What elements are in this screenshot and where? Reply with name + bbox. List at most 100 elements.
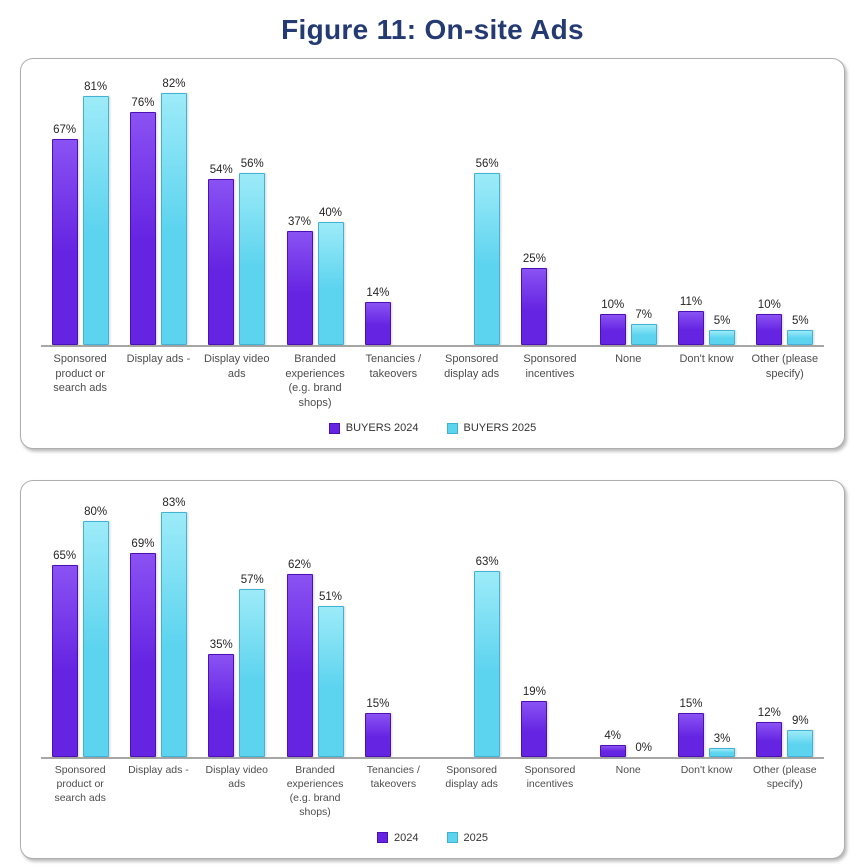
value-label: 82% [162,78,186,90]
category-label: Don't know [680,764,733,777]
value-label: 67% [53,124,77,136]
x-axis-line [41,757,824,760]
value-label: 62% [288,559,312,572]
plot-area: 67% 81% 76% 82% 54% 56% 37% 40% 14% 56% 25% 10% 7% 11… [41,75,824,345]
value-label: 40% [319,207,343,219]
bar-slot: 69% [129,538,156,758]
value-label: 15% [366,698,390,711]
value-label: 56% [475,158,499,170]
bar-slot: 12% [756,707,783,758]
bar-slot: 56% [239,158,266,345]
category-label: Don't know [679,353,734,365]
bar-buyers-2025 [317,222,344,345]
bar-slot: 9% [787,715,814,758]
category-label: Other (please specify) [753,764,817,790]
bar-buyers-2024 [286,231,313,345]
value-label: 4% [604,730,622,743]
value-label: 19% [522,686,546,699]
category-label: Other (please specify) [751,353,819,380]
bar-slot: 56% [474,158,501,345]
value-label: 12% [757,707,781,720]
bar-2024 [208,654,235,758]
bar-buyers-2025 [787,330,814,345]
bar-buyers-2025 [160,93,187,345]
bar-slot: 10% [756,299,783,345]
category-label: Sponsored product or search ads [54,764,106,804]
category-bars: 10% 5% [746,75,824,345]
legend-label: 2025 [463,831,488,844]
value-label: 56% [240,158,264,170]
bar-slot: 15% [678,698,705,758]
category-bars: 12% 9% [746,497,824,758]
bar-slot: 4% [599,730,626,758]
figure-title: Figure 11: On-site Ads [281,14,584,45]
bar-buyers-2025 [474,173,501,345]
bar-buyers-2025 [630,324,657,345]
bar-slot: 82% [160,78,187,345]
plot-area: 65% 80% 69% 83% 35% 57% 62% 51% 15% 63% 19% 4% 0% 15%… [41,497,824,758]
legend-item: 2024 [377,831,419,844]
category-label: Sponsored incentives [523,353,577,380]
bar-2025 [474,571,501,758]
value-label: 10% [757,299,781,311]
value-label: 57% [240,574,264,587]
legend-swatch-buyers-2024 [328,422,340,434]
legend-label: 2024 [394,831,419,844]
x-axis-line [41,345,824,347]
bar-buyers-2024 [521,268,548,345]
category-bars: 76% 82% [119,75,197,345]
value-label: 81% [84,81,108,93]
value-label: 63% [475,556,499,569]
value-label: 80% [84,506,108,519]
category-label: None [615,353,642,365]
category-label: Sponsored product or search ads [53,353,108,395]
value-label: 3% [713,733,731,746]
bar-chart-overall: 65% 80% 69% 83% 35% 57% 62% 51% 15% 63% 19% 4% 0% 15%… [41,497,824,853]
category-label: Branded experiences (e.g. brand shops) [285,353,345,409]
category-label: Display ads - [128,764,189,777]
value-label: 35% [209,639,233,652]
category-bars: 69% 83% [119,497,197,758]
category-label: Display ads - [126,353,191,365]
bar-buyers-2024 [364,302,391,345]
category-labels: Sponsored product or search ads Display a… [41,759,824,819]
bar-2025 [160,512,187,758]
bar-2025 [317,606,344,758]
bar-2024 [756,722,783,758]
category-label: Sponsored incentives [524,764,576,790]
category-label: None [615,764,641,777]
bar-buyers-2024 [599,314,626,345]
category-bars: 35% 57% [198,497,276,758]
legend-swatch-buyers-2025 [446,422,458,434]
bar-slot: 40% [317,207,344,345]
bar-slot: 81% [82,81,109,345]
bar-slot: 76% [129,97,156,345]
category-bars: 67% 81% [41,75,119,345]
bar-buyers-2024 [208,179,235,345]
legend-label: BUYERS 2024 [345,422,419,435]
category-bars: 10% 7% [589,75,667,345]
bar-slot: 3% [709,733,736,758]
bar-slot: 83% [160,497,187,758]
bar-slot: 5% [709,315,736,345]
value-label: 65% [53,550,77,563]
bar-slot: 63% [474,556,501,758]
value-label: 51% [319,591,343,604]
bar-slot: 5% [787,315,814,345]
category-bars: 15% 3% [667,497,745,758]
category-bars: 4% 0% [589,497,667,758]
category-bars: 65% 80% [41,497,119,758]
value-label: 83% [162,497,186,510]
bar-buyers-2025 [239,173,266,345]
bar-slot: 57% [239,574,266,758]
bar-slot: 67% [51,124,78,345]
bar-2024 [521,701,548,758]
category-label: Display video ads [204,353,270,380]
category-bars: 54% 56% [198,75,276,345]
bar-slot: 7% [630,309,657,345]
bar-slot: 54% [208,164,235,345]
bar-2024 [678,713,705,758]
value-label: 5% [792,315,809,327]
value-label: 7% [635,309,653,321]
legend-swatch-2024 [377,832,389,843]
